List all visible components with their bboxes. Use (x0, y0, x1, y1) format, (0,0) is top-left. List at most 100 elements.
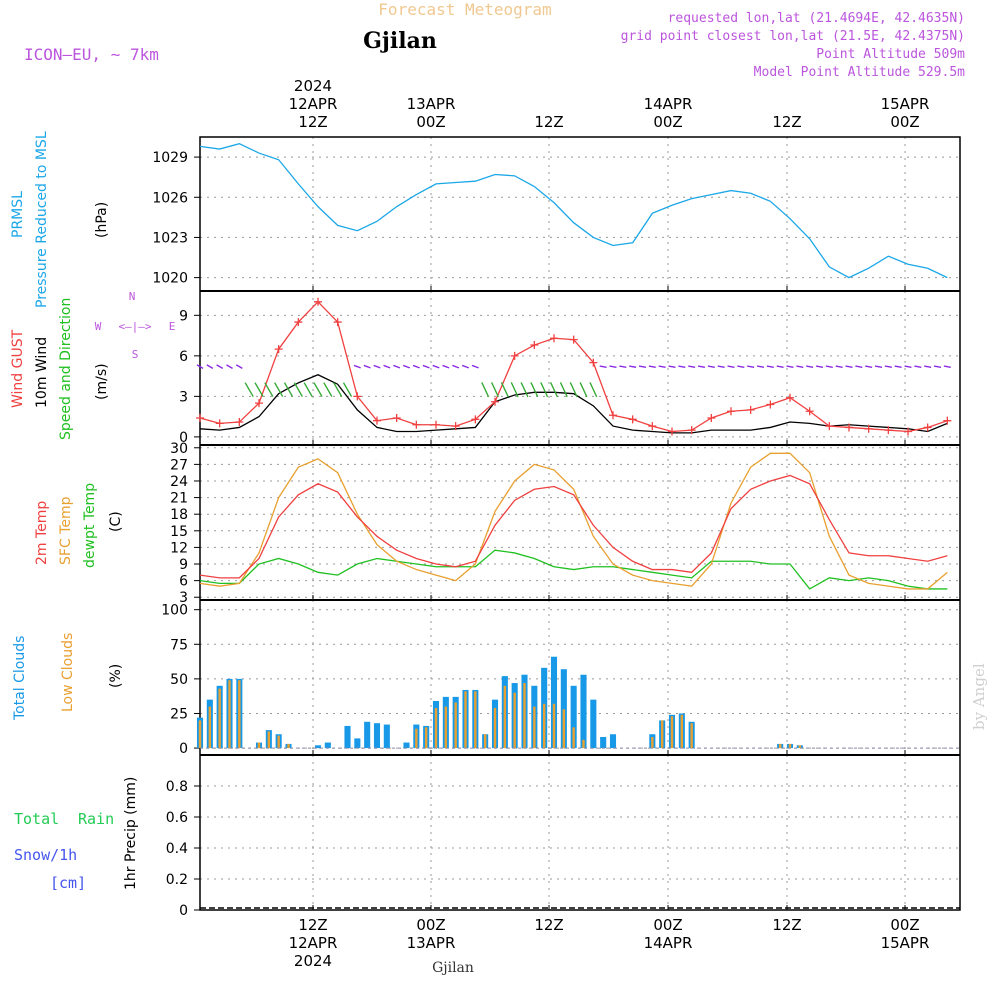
label-precip: 1hr Precip (mm) (123, 777, 139, 890)
gust-marker (943, 416, 952, 425)
ytick-label: 100 (161, 603, 188, 619)
low-cloud-bar (238, 680, 241, 749)
wind-arrow (648, 365, 656, 368)
ytick-label: 24 (170, 474, 188, 490)
wind-arrow (283, 382, 294, 397)
total-cloud-bar (609, 734, 617, 749)
chart-title: Forecast Meteogram (378, 0, 551, 19)
label-2m-temp: 2m Temp (34, 501, 50, 565)
wind-arrow (904, 365, 912, 368)
gust-marker (510, 351, 519, 360)
label-wind-gust: Wind GUST (10, 329, 26, 408)
wind-arrow (559, 382, 568, 398)
label-dewpt-temp: dewpt Temp (82, 483, 98, 568)
low-cloud-bar (690, 723, 693, 749)
low-cloud-bar (434, 707, 438, 749)
compass-sym: <–|–> (118, 320, 151, 333)
dewpt-line (199, 549, 948, 590)
ytick-label: 50 (170, 672, 188, 688)
wind-arrow (412, 364, 420, 369)
gust-marker (707, 413, 716, 422)
low-cloud-bar (788, 743, 792, 749)
total-cloud-bar (600, 737, 607, 749)
time-axis-label: 12APR (289, 934, 338, 952)
gust-marker (294, 318, 303, 327)
wind-arrow (658, 365, 666, 368)
gust-marker (333, 318, 342, 327)
wind-arrow (668, 365, 676, 368)
wind-arrow (490, 382, 500, 398)
label-percent: (%) (108, 664, 124, 688)
ytick-label: 12 (170, 540, 188, 556)
ytick-label: 0.2 (166, 872, 188, 888)
wind-arrow (530, 382, 539, 398)
ytick-label: 0.8 (166, 779, 188, 795)
wind-arrow (363, 364, 371, 369)
wind-arrow (342, 382, 353, 397)
gust-marker (825, 422, 834, 431)
time-axis-label: 12Z (534, 113, 563, 131)
low-cloud-bar (228, 680, 231, 749)
total-cloud-bar (403, 742, 410, 749)
wind-arrow (629, 365, 637, 368)
low-cloud-bar (670, 716, 674, 749)
wind-arrow (264, 382, 274, 397)
wind-arrow (235, 364, 243, 370)
gust-marker (648, 422, 657, 431)
low-cloud-bar (503, 685, 507, 749)
ytick-label: 1026 (152, 190, 188, 206)
wind-arrow (884, 365, 892, 368)
wind-arrow (707, 365, 715, 368)
total-cloud-bar (580, 674, 587, 749)
low-cloud-bar (493, 707, 497, 749)
wind-arrow (383, 364, 391, 369)
time-axis-label: 00Z (890, 916, 919, 934)
time-axis-label: 14APR (644, 934, 693, 952)
wind-arrow (481, 382, 490, 398)
wind-arrow (549, 382, 559, 398)
label-hpa: (hPa) (94, 202, 110, 238)
total-cloud-bar (344, 725, 351, 749)
wind-arrow (520, 382, 529, 398)
total-cloud-bar (314, 745, 322, 749)
wind-arrow (452, 364, 460, 369)
gust-marker (530, 341, 539, 350)
wind-arrow (943, 365, 951, 368)
ytick-label: 1023 (152, 230, 188, 246)
watermark: by Angel (970, 663, 988, 730)
wind-arrow (638, 365, 647, 368)
gust-marker (392, 413, 401, 422)
requested-coords: requested lon,lat (21.4694E, 42.4635N) (668, 11, 965, 26)
ytick-label: 9 (179, 557, 188, 573)
label-ms: (m/s) (94, 363, 110, 400)
panel-wind: 0 3 6 9 (179, 291, 960, 446)
wind-arrow (678, 365, 686, 368)
wind-arrow (747, 365, 755, 368)
low-cloud-bar (513, 692, 516, 749)
time-axis-label: 12APR (289, 95, 338, 113)
wind-arrow (914, 365, 922, 368)
wind-arrow (402, 364, 411, 369)
total-cloud-bar (373, 723, 381, 749)
gust-marker (373, 416, 381, 425)
wind-arrow (293, 382, 303, 397)
time-axis-label: 13APR (407, 95, 456, 113)
model-label: ICON–EU, ∼ 7km (24, 45, 159, 64)
ytick-label: 3 (179, 389, 188, 405)
wind-arrow (216, 364, 224, 370)
total-cloud-bar (560, 669, 567, 749)
low-cloud-bar (218, 688, 221, 749)
label-pressure-msl: Pressure Reduced to MSL (34, 131, 50, 308)
gust-marker (569, 335, 578, 344)
wind-gust-line (199, 300, 948, 433)
location-title: Gjilan (363, 28, 437, 54)
low-cloud-bar (257, 742, 261, 749)
ytick-label: 0 (179, 903, 188, 919)
ytick-label: 21 (170, 491, 188, 507)
time-axis-label: 00Z (653, 113, 682, 131)
gust-marker (274, 345, 283, 354)
wind-arrow (619, 365, 627, 368)
gust-marker (451, 422, 460, 431)
wind-arrow (589, 382, 598, 398)
total-cloud-bar (570, 685, 577, 749)
